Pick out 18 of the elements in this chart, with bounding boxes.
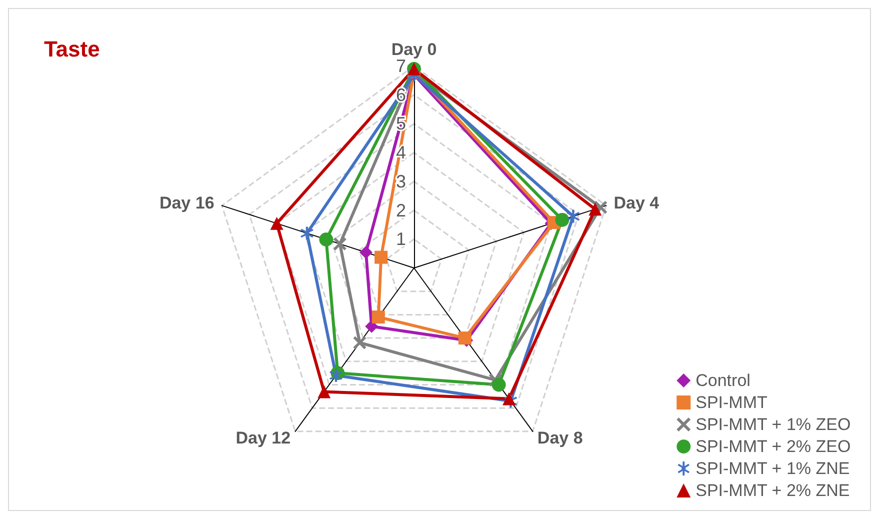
legend-label: SPI-MMT + 1% ZEO	[696, 415, 851, 434]
legend-label: SPI-MMT + 2% ZEO	[696, 437, 851, 456]
chart-title: Taste	[44, 36, 100, 62]
legend-label: Control	[696, 371, 750, 390]
spoke-label: Day 8	[537, 428, 583, 448]
spoke-label: Day 0	[391, 40, 437, 59]
y-tick-label: 5	[396, 114, 406, 134]
spoke-label: Day 4	[614, 194, 660, 213]
legend-label: SPI-MMT + 1% ZNE	[696, 459, 850, 478]
legend-label: SPI-MMT	[696, 393, 768, 412]
y-tick-label: 7	[396, 56, 406, 76]
spoke-label: Day 12	[236, 428, 291, 448]
legend-label: SPI-MMT + 2% ZNE	[696, 481, 850, 500]
spoke-label: Day 16	[159, 194, 214, 213]
y-tick-label: 3	[396, 171, 406, 192]
y-tick-label: 2	[396, 200, 406, 220]
y-tick-label: 6	[396, 84, 406, 105]
y-tick-label: 1	[396, 229, 406, 250]
